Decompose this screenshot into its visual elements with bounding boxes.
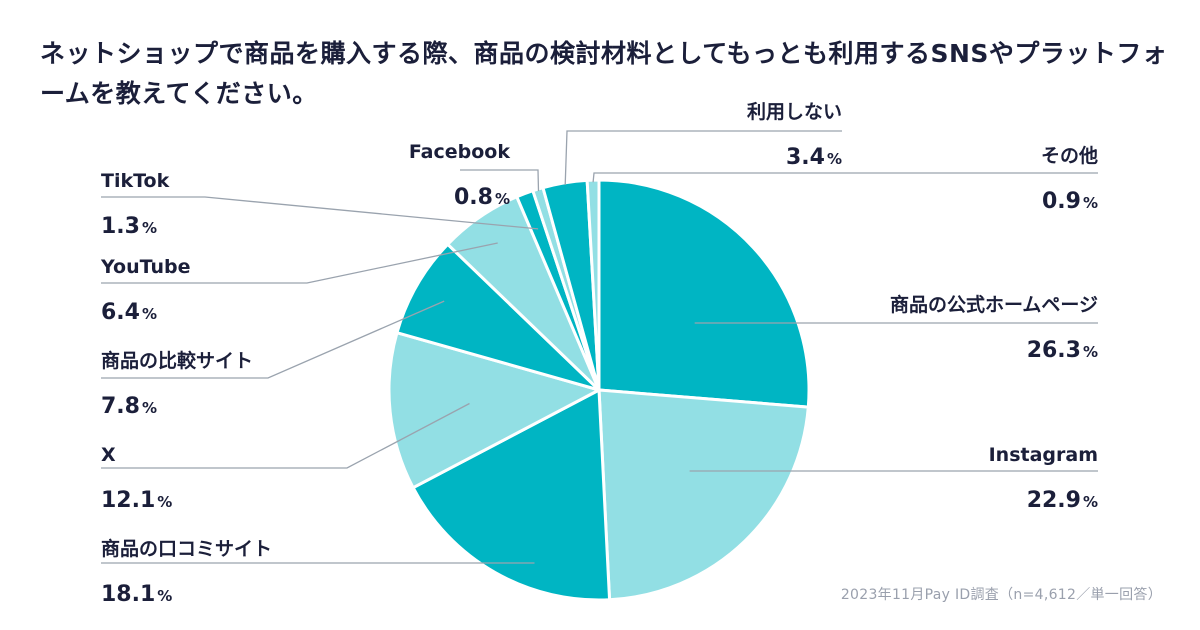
leader-line-7: [101, 196, 539, 230]
slice-value-2: 22.9%: [1027, 488, 1098, 513]
slice-labels: 商品の公式ホームページ 26.3 % Instagram 22.9 % 商品の口コミサイト 1…: [100, 101, 1098, 607]
slice-label-1: 商品の公式ホームページ: [890, 293, 1098, 316]
leader-line-10: [592, 172, 1098, 183]
source-note: 2023年11月Pay ID調査（n=4,612／単一回答）: [840, 587, 1162, 603]
slice-label-8: Facebook: [409, 141, 511, 163]
slice-value-4: 12.1%: [101, 488, 172, 513]
slice-label-9: 利用しない: [747, 101, 842, 123]
pie-slice-5: [395, 242, 601, 392]
slice-label-3: 商品の口コミサイト: [101, 537, 272, 560]
pie-slice-2: [597, 388, 810, 602]
chart-title: ネットショップで商品を購入する際、商品の検討材料としてもっとも利用するSNSやプ…: [40, 39, 1168, 108]
slice-label-7: TikTok: [101, 170, 170, 192]
leader-line-5: [101, 300, 445, 379]
pie-slice-3: [411, 388, 612, 602]
slice-value-1: 26.3%: [1027, 338, 1098, 363]
slice-value-10: 0.9%: [1042, 189, 1098, 214]
slice-label-10: その他: [1041, 144, 1098, 167]
leader-lines: [101, 130, 1098, 564]
slice-value-6: 6.4%: [101, 300, 157, 325]
slice-value-3: 18.1%: [101, 582, 172, 607]
leader-line-6: [101, 242, 498, 284]
slice-label-4: X: [101, 444, 116, 466]
slice-label-5: 商品の比較サイト: [101, 349, 253, 372]
pie-slice-1: [597, 178, 811, 409]
slice-value-9: 3.4%: [786, 145, 842, 170]
slice-value-7: 1.3%: [101, 214, 157, 239]
pie-slice-4: [387, 331, 601, 490]
slice-label-6: YouTube: [100, 256, 190, 278]
leader-line-9: [564, 130, 842, 185]
slice-value-5: 7.8%: [101, 394, 157, 419]
slice-label-2: Instagram: [989, 444, 1098, 466]
slice-value-8: 0.8%: [454, 185, 510, 210]
pie-slices: [387, 178, 811, 602]
leader-line-8: [460, 169, 540, 192]
leader-line-4: [101, 402, 470, 469]
